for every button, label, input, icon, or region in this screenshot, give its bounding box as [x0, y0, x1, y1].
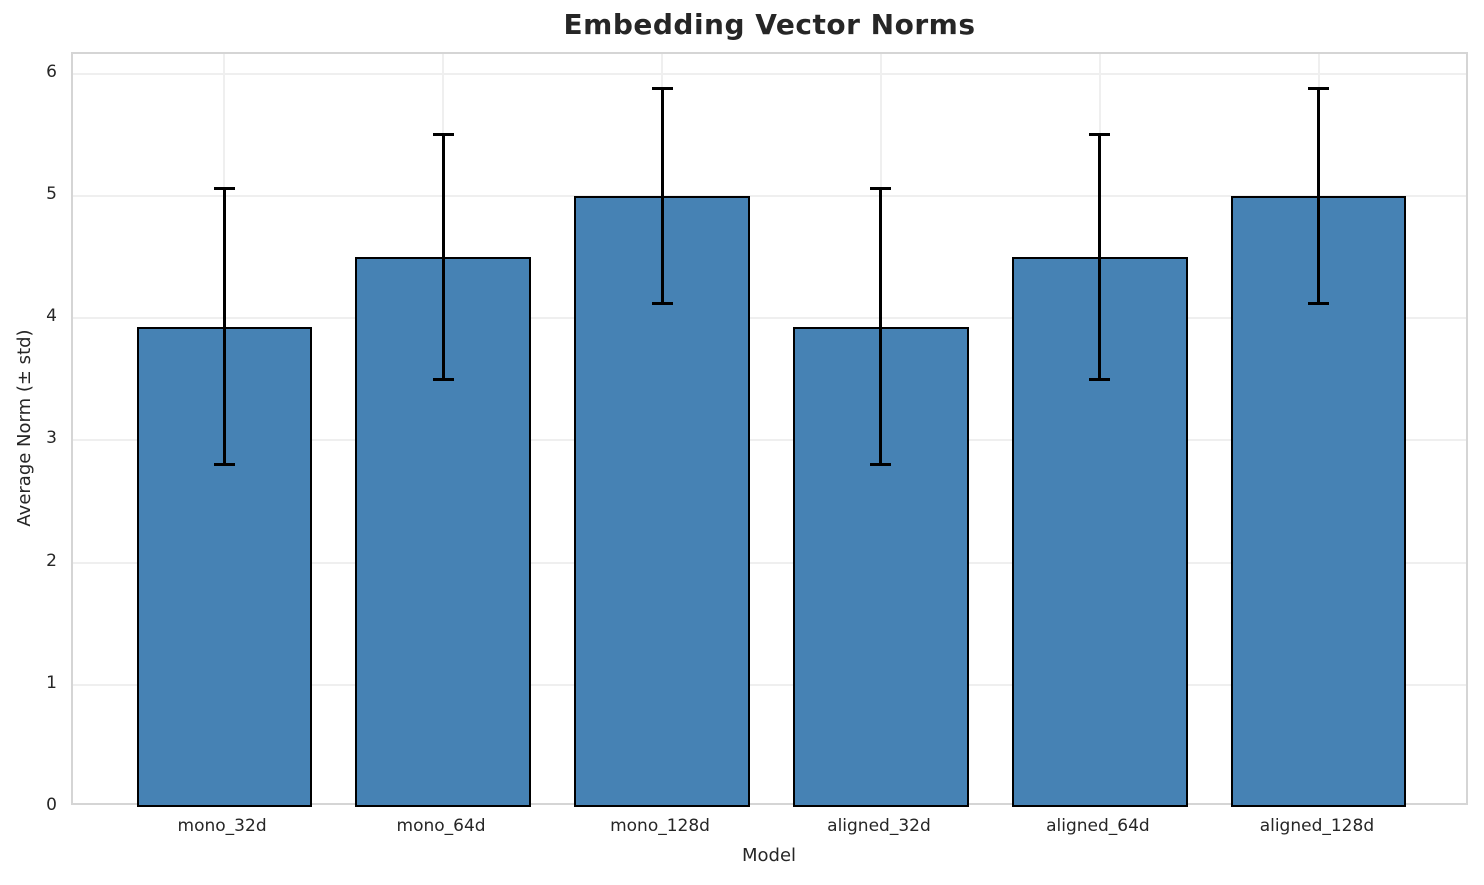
h-gridline [73, 683, 1466, 686]
y-tick-label: 5 [46, 183, 57, 204]
x-tick-label: mono_32d [177, 816, 267, 836]
error-bar-cap-top [651, 86, 673, 90]
error-bar-line [660, 88, 664, 304]
x-tick-label: mono_128d [610, 816, 710, 836]
x-tick-label: aligned_128d [1259, 816, 1375, 836]
error-bar-cap-bottom [432, 377, 454, 381]
h-gridline [73, 194, 1466, 197]
y-tick-label: 1 [46, 672, 57, 693]
y-tick-label: 3 [46, 428, 57, 449]
y-tick-label: 0 [46, 795, 57, 815]
x-tick-label: aligned_64d [1046, 816, 1150, 836]
error-bar-cap-top [1089, 133, 1111, 137]
h-gridline [73, 317, 1466, 320]
chart-title: Embedding Vector Norms [563, 8, 976, 41]
error-bar-cap-bottom [213, 463, 235, 467]
y-tick-label: 6 [46, 61, 57, 82]
error-bar-cap-bottom [651, 301, 673, 305]
error-bar-line [1098, 134, 1102, 380]
error-bar-cap-top [1308, 86, 1330, 90]
y-tick-label: 2 [46, 550, 57, 571]
error-bar-cap-bottom [1308, 301, 1330, 305]
error-bar-cap-bottom [870, 463, 892, 467]
error-bar-line [441, 134, 445, 380]
error-bar-line [1317, 88, 1321, 304]
h-gridline [73, 439, 1466, 442]
error-bar-cap-top [432, 133, 454, 137]
y-tick-label: 4 [46, 306, 57, 327]
x-tick-label: aligned_32d [827, 816, 931, 836]
x-axis-label: Model [741, 845, 797, 866]
error-bar-cap-bottom [1089, 377, 1111, 381]
error-bar-cap-top [213, 186, 235, 190]
error-bar-line [222, 188, 226, 465]
plot-area [71, 52, 1468, 807]
x-tick-label: mono_64d [396, 816, 486, 836]
bar-aligned_32d [793, 326, 969, 807]
error-bar-line [879, 188, 883, 465]
h-gridline [73, 72, 1466, 75]
h-gridline [73, 561, 1466, 564]
error-bar-cap-top [870, 186, 892, 190]
